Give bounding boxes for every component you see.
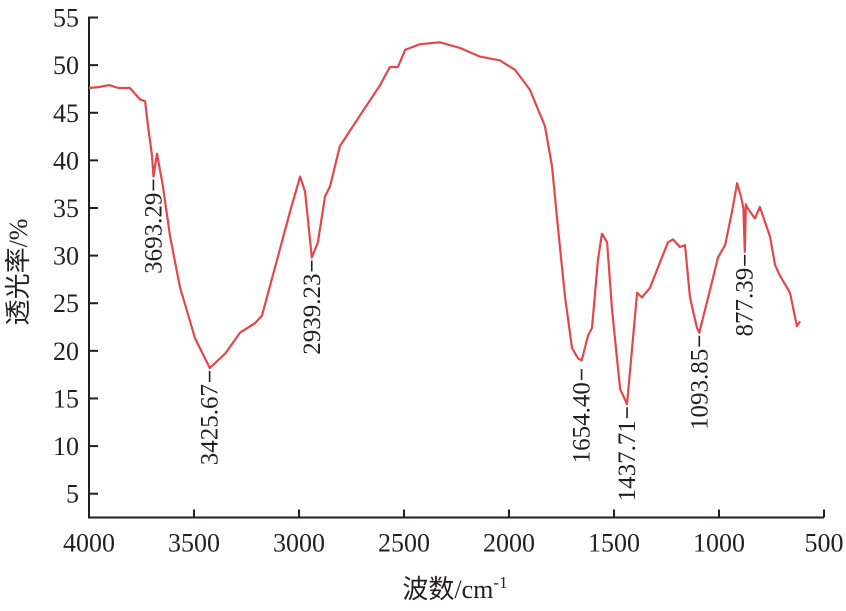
x-tick-label: 3000 — [273, 529, 325, 558]
annotation-label: 3693.29 — [140, 193, 167, 274]
x-tick-label: 2500 — [378, 529, 430, 558]
annotation-label: 2939.23 — [299, 274, 326, 355]
ticks: 4000 3500 3000 2500 2000 1500 1000 500 5 10 15 20 25… — [53, 4, 844, 558]
annotation-label: 1437.71 — [614, 420, 641, 501]
peak-annotation: 1093.85 — [686, 335, 713, 430]
annotation-label: 877.39 — [732, 268, 759, 337]
spectrum-line — [88, 41, 802, 406]
y-tick-label: 55 — [53, 4, 79, 33]
x-tick-label: 1500 — [588, 529, 640, 558]
y-tick-label: 25 — [53, 289, 79, 318]
y-tick-label: 45 — [53, 99, 79, 128]
peak-annotation: 1437.71 — [614, 407, 641, 501]
peak-annotations: 3693.29 3425.67 2939.23 1654.40 1437.71 1093.… — [140, 179, 759, 501]
x-tick-label: 500 — [805, 529, 844, 558]
peak-annotation: 2939.23 — [299, 260, 326, 355]
y-tick-label: 10 — [53, 432, 79, 461]
y-tick-label: 40 — [53, 146, 79, 175]
x-tick-label: 2000 — [483, 529, 535, 558]
peak-annotation: 3425.67 — [197, 370, 224, 465]
y-tick-label: 20 — [53, 337, 79, 366]
y-tick-label: 15 — [53, 384, 79, 413]
annotation-label: 1093.85 — [686, 349, 713, 430]
peak-annotation: 877.39 — [732, 254, 759, 337]
annotation-label: 1654.40 — [569, 382, 596, 463]
x-tick-label: 1000 — [693, 529, 745, 558]
y-axis-label: 透光率/% — [4, 219, 33, 326]
peak-annotation: 3693.29 — [140, 179, 167, 274]
annotation-label: 3425.67 — [197, 384, 224, 465]
x-axis-label: 波数/cm-1 — [402, 573, 507, 604]
y-tick-label: 50 — [53, 51, 79, 80]
y-tick-label: 5 — [66, 480, 79, 509]
y-tick-label: 30 — [53, 242, 79, 271]
x-tick-label: 3500 — [168, 529, 220, 558]
peak-annotation: 1654.40 — [569, 369, 596, 463]
axes — [88, 16, 824, 519]
y-tick-label: 35 — [53, 194, 79, 223]
x-tick-label: 4000 — [63, 529, 115, 558]
